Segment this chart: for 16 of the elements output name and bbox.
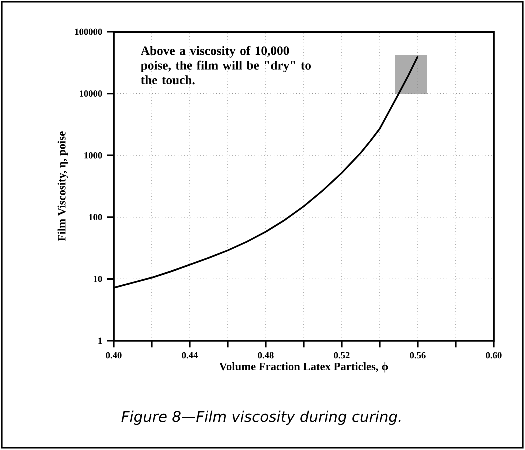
y-tick-label: 100 — [89, 214, 102, 221]
x-tick-label: 0.40 — [106, 352, 122, 359]
x-tick-label: 0.60 — [486, 352, 502, 359]
x-tick-label: 0.48 — [258, 352, 274, 359]
x-axis-title: Volume Fraction Latex Particles, ϕ — [219, 362, 388, 373]
x-tick-label: 0.56 — [410, 352, 426, 359]
x-tick-label: 0.52 — [334, 352, 350, 359]
y-tick-label: 10 — [94, 276, 102, 282]
y-tick-label: 100000 — [75, 28, 102, 36]
caption: Figure 8—Film viscosity during curing. — [122, 410, 401, 426]
y-tick-label: 10000 — [80, 90, 102, 97]
annotation: Above a viscosity of 10,000 poise, the film will be "dry" to the touch. — [140, 46, 312, 85]
y-tick-label: 1 — [98, 338, 102, 344]
x-tick-label: 0.44 — [182, 352, 198, 359]
y-tick-label: 1000 — [84, 152, 102, 159]
y-axis-title: Film Viscosity, η, poise — [58, 132, 68, 242]
